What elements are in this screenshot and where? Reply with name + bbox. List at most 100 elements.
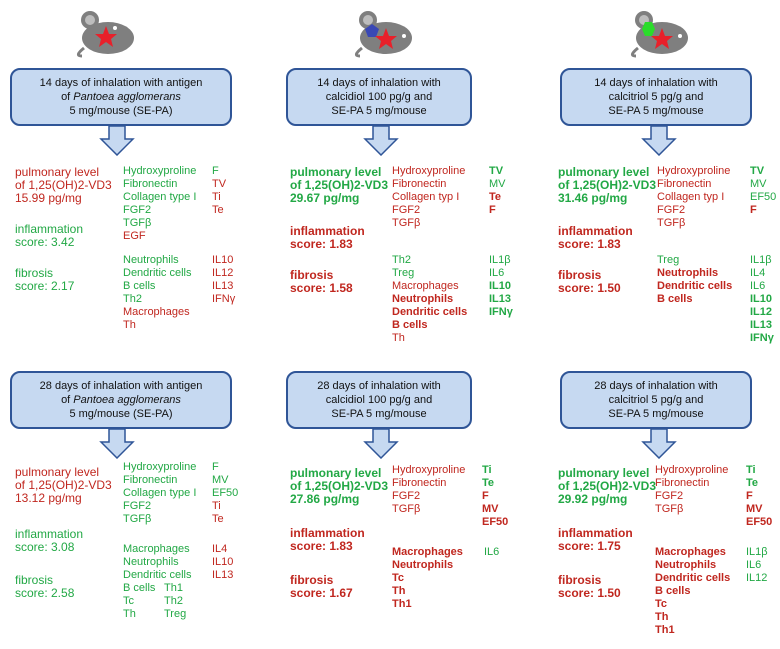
term-item: Te — [212, 204, 224, 216]
term-item: F — [750, 204, 757, 216]
cell-list: Th2 Treg Macrophages Neutrophils Dendritic c… — [392, 254, 467, 345]
term-item: Hydroxyproline — [655, 464, 729, 476]
term-item: Fibronectin — [392, 178, 447, 190]
term-item: Th2 — [392, 254, 411, 266]
term-item: B cells — [392, 319, 428, 331]
infl-value: score: 1.83 — [558, 237, 621, 251]
term-item: F — [746, 490, 753, 502]
box-line: SE-PA 5 mg/mouse — [608, 105, 704, 117]
term-item: B cells — [657, 293, 693, 305]
down-arrow-icon — [641, 429, 677, 459]
treatment-box-14d-sepa: 14 days of inhalation with antigen of Pa… — [10, 68, 232, 126]
term-item: B cells — [655, 585, 691, 597]
term-item: TV — [750, 165, 765, 177]
pulm-value: 29.67 pg/mg — [290, 191, 360, 205]
cell-list: Macrophages Neutrophils Dendritic cells B c… — [123, 543, 191, 621]
term-item: Th — [392, 585, 406, 597]
fib-value: score: 1.50 — [558, 586, 621, 600]
gene-list: Hydroxyproline Fibronectin Collagen type I… — [123, 165, 196, 243]
cell-list: Neutrophils Dendritic cells B cells Th2 Macr… — [123, 254, 191, 332]
term-item: Ti — [212, 500, 221, 512]
fib-line: fibrosis — [15, 266, 54, 280]
term-item: IL6 — [746, 559, 762, 571]
infl-line: inflammation — [290, 526, 365, 540]
term-item: Hydroxyproline — [123, 461, 197, 473]
box-line: 14 days of inhalation with — [594, 77, 718, 89]
box-line: 14 days of inhalation with — [317, 77, 441, 89]
term-item: Te — [746, 477, 759, 489]
box-line-prefix: of — [61, 394, 74, 406]
pulm-value: 15.99 pg/mg — [15, 191, 82, 205]
term-item: IFNγ — [750, 332, 774, 344]
pulm-line: pulmonary level — [558, 466, 650, 480]
term-item: TV — [489, 165, 504, 177]
down-arrow-icon — [99, 126, 135, 156]
term-item: Th — [123, 319, 136, 331]
term-item: TGFβ — [123, 217, 152, 229]
term-item: Hydroxyproline — [392, 464, 466, 476]
box-line: 5 mg/mouse (SE-PA) — [69, 408, 173, 420]
pulm-line: of 1,25(OH)2-VD3 — [15, 178, 112, 192]
treatment-box-28d-sepa: 28 days of inhalation with antigen of Pa… — [10, 371, 232, 429]
term-item: Macrophages — [123, 543, 190, 555]
term-item: FGF2 — [123, 204, 152, 216]
pulm-value: 13.12 pg/mg — [15, 491, 82, 505]
term-item: Te — [212, 513, 224, 525]
infl-line: inflammation — [290, 224, 365, 238]
treatment-box-28d-calcitriol: 28 days of inhalation with calcitriol 5 … — [560, 371, 752, 429]
term-item: IL12 — [746, 572, 768, 584]
term-item: F — [489, 204, 496, 216]
box-line: SE-PA 5 mg/mouse — [608, 408, 704, 420]
term-item: EGF — [123, 230, 146, 242]
term-item: Th2 — [164, 595, 183, 607]
mouse-icon-calcidiol — [355, 11, 412, 58]
term-item: IL6 — [484, 546, 500, 558]
inflammation-score-text: inflammation score: 1.83 — [290, 224, 365, 251]
pulm-line: of 1,25(OH)2-VD3 — [558, 178, 657, 192]
term-item: MV — [746, 503, 763, 515]
gene-list: Hydroxyproline Fibronectin Collagen type I… — [123, 461, 196, 526]
pulm-line: pulmonary level — [15, 465, 100, 479]
term-item: Macrophages — [392, 546, 463, 558]
fibrosis-score-text: fibrosis score: 1.50 — [558, 573, 621, 600]
box-line: of Pantoea agglomerans — [61, 90, 181, 104]
cytokine-list: IL1β IL6 IL10 IL13 IFNγ — [489, 254, 513, 319]
gene-list-right: Ti Te F MV EF50 — [746, 464, 772, 529]
term-item: B cells — [123, 280, 156, 292]
pulmonary-level-text: pulmonary level of 1,25(OH)2-VD3 13.12 p… — [15, 465, 112, 505]
gene-list: Hydroxyproline Fibronectin FGF2 TGFβ — [655, 464, 728, 516]
term-item: MV — [489, 178, 506, 190]
box-line: calcidiol 100 pg/g and — [325, 394, 433, 406]
pulm-value: 29.92 pg/mg — [558, 492, 628, 506]
term-item: Macrophages — [655, 546, 726, 558]
term-item: Hydroxyproline — [392, 165, 466, 177]
term-item: Hydroxyproline — [123, 165, 197, 177]
term-item: Ti — [212, 191, 221, 203]
term-item: Th1 — [392, 598, 412, 610]
cell-list: Macrophages Neutrophils Dendritic cells B c… — [655, 546, 730, 637]
pulmonary-level-text: pulmonary level of 1,25(OH)2-VD3 29.92 p… — [558, 466, 657, 506]
term-item: Neutrophils — [123, 556, 179, 568]
pulm-line: of 1,25(OH)2-VD3 — [558, 479, 657, 493]
term-item: IL10 — [212, 254, 234, 266]
box-line: 28 days of inhalation with — [317, 380, 441, 392]
pulm-value: 27.86 pg/mg — [290, 492, 360, 506]
term-item: IL6 — [750, 280, 766, 292]
term-item: Dendritic cells — [655, 572, 731, 584]
term-item: F — [482, 490, 489, 502]
fib-line: fibrosis — [558, 573, 602, 587]
term-item: IFNγ — [212, 293, 236, 305]
treatment-box-28d-calcidiol: 28 days of inhalation with calcidiol 100… — [286, 371, 472, 429]
fib-line: fibrosis — [15, 573, 54, 587]
cell-list: Macrophages Neutrophils Tc Th Th1 — [392, 546, 463, 611]
box-line: calcidiol 100 pg/g and — [325, 91, 433, 103]
term-item: TGFβ — [123, 513, 152, 525]
cytokine-list: IL4 IL10 IL13 — [212, 543, 233, 582]
term-item: IL10 — [750, 293, 773, 305]
term-item: Th — [123, 608, 136, 620]
gene-list: Hydroxyproline Fibronectin FGF2 TGFβ — [392, 464, 465, 516]
term-item: IL13 — [212, 569, 234, 581]
term-item: Dendritic cells — [392, 306, 468, 318]
term-item: IL4 — [750, 267, 766, 279]
term-item: Tc — [123, 595, 134, 607]
